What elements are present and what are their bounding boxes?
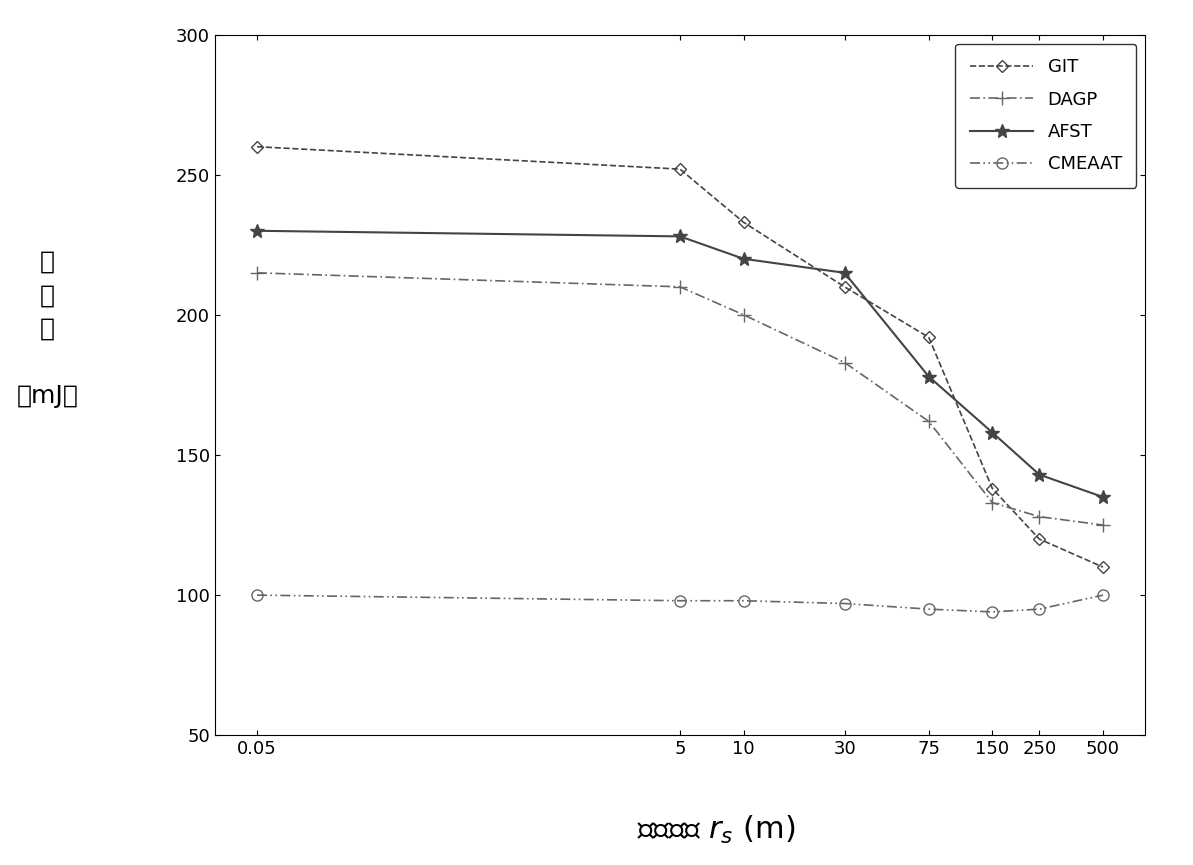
Legend: GIT, DAGP, AFST, CMEAAT: GIT, DAGP, AFST, CMEAAT <box>956 43 1136 188</box>
CMEAAT <box>736 595 750 606</box>
Line: GIT: GIT <box>253 143 1107 571</box>
CMEAAT <box>249 590 264 600</box>
CMEAAT <box>673 595 687 606</box>
GIT <box>736 217 750 227</box>
Line: DAGP: DAGP <box>251 266 1109 532</box>
AFST <box>673 231 687 241</box>
Text: 总
能
耗

（mJ）: 总 能 耗 （mJ） <box>17 250 79 407</box>
DAGP <box>921 416 935 426</box>
GIT <box>921 332 935 343</box>
DAGP <box>673 282 687 292</box>
AFST <box>921 371 935 381</box>
CMEAAT <box>837 599 852 609</box>
GIT <box>985 484 1000 494</box>
DAGP <box>1032 511 1046 522</box>
GIT <box>673 164 687 175</box>
CMEAAT <box>921 604 935 614</box>
Text: 相关半径 $r_s$ (m): 相关半径 $r_s$ (m) <box>637 814 795 847</box>
DAGP <box>985 497 1000 508</box>
AFST <box>736 253 750 264</box>
AFST <box>985 427 1000 438</box>
CMEAAT <box>1096 590 1111 600</box>
DAGP <box>1096 520 1111 530</box>
AFST <box>1096 492 1111 503</box>
DAGP <box>837 357 852 368</box>
GIT <box>1032 534 1046 544</box>
GIT <box>249 142 264 152</box>
Line: AFST: AFST <box>251 224 1109 504</box>
Line: CMEAAT: CMEAAT <box>252 590 1108 618</box>
GIT <box>1096 562 1111 573</box>
AFST <box>837 267 852 278</box>
CMEAAT <box>1032 604 1046 614</box>
GIT <box>837 282 852 292</box>
AFST <box>249 226 264 236</box>
DAGP <box>249 267 264 278</box>
DAGP <box>736 310 750 320</box>
AFST <box>1032 470 1046 480</box>
CMEAAT <box>985 606 1000 617</box>
